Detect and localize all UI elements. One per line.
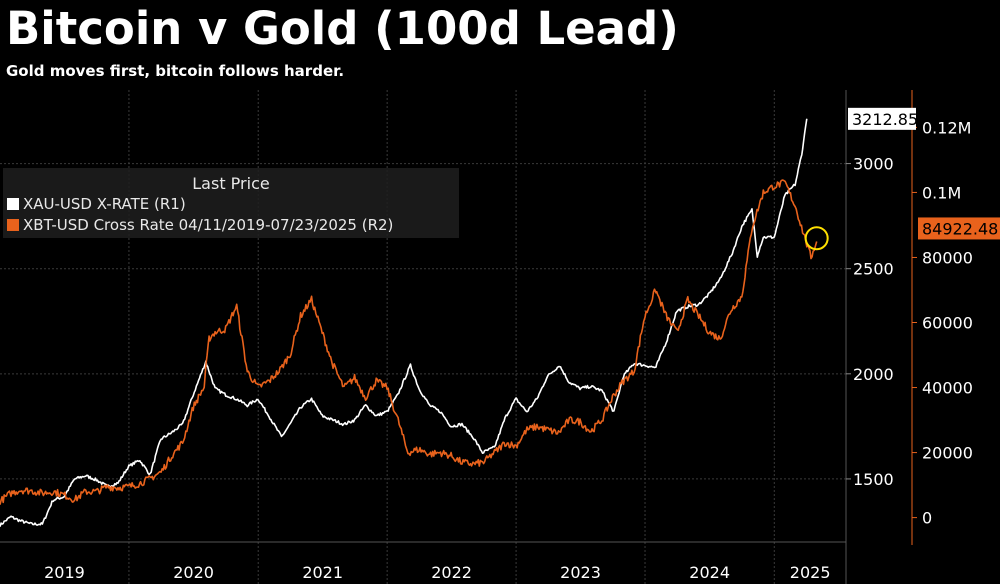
r1-tick-label: 2500 bbox=[853, 260, 894, 279]
chart-title: Bitcoin v Gold (100d Lead) bbox=[6, 2, 679, 55]
chart-subtitle: Gold moves first, bitcoin follows harder… bbox=[6, 62, 345, 80]
series-lines bbox=[0, 118, 818, 527]
x-tick-label: 2022 bbox=[431, 563, 472, 582]
last-price-box-gold bbox=[848, 107, 916, 130]
x-tick-label: 2019 bbox=[44, 563, 85, 582]
annotation-circle bbox=[804, 226, 829, 251]
legend: Last Price XAU-USD X-RATE (R1) XBT-USD C… bbox=[3, 168, 459, 238]
legend-title: Last Price bbox=[192, 174, 270, 193]
legend-label-gold: XAU-USD X-RATE (R1) bbox=[23, 195, 186, 213]
r2-tick-label: 20000 bbox=[922, 444, 973, 463]
legend-swatch-bitcoin bbox=[7, 219, 19, 231]
legend-item-bitcoin: XBT-USD Cross Rate 04/11/2019-07/23/2025… bbox=[7, 216, 393, 234]
x-tick-label: 2020 bbox=[173, 563, 214, 582]
legend-item-gold: XAU-USD X-RATE (R1) bbox=[7, 195, 186, 213]
series-line-bitcoin bbox=[0, 179, 818, 505]
r2-tick-label: 40000 bbox=[922, 379, 973, 398]
last-price-box-bitcoin bbox=[918, 217, 1000, 240]
last-price-label-gold: 3212.85 bbox=[852, 110, 918, 129]
r1-tick-label: 3000 bbox=[853, 155, 894, 174]
legend-label-bitcoin: XBT-USD Cross Rate 04/11/2019-07/23/2025… bbox=[23, 216, 394, 234]
x-tick-label: 2025 bbox=[790, 563, 831, 582]
x-tick-label: 2023 bbox=[560, 563, 601, 582]
last-price-labels: 3212.85 84922.48 bbox=[848, 107, 1000, 240]
r1-tick-label: 2000 bbox=[853, 365, 894, 384]
x-tick-label: 2021 bbox=[302, 563, 343, 582]
r2-tick-label: 0.12M bbox=[922, 118, 971, 137]
r2-tick-label: 0 bbox=[922, 509, 932, 528]
x-tick-label: 2024 bbox=[689, 563, 730, 582]
axes: 1500 2000 2500 3000 0 20000 40000 60000 80000 0.1… bbox=[0, 90, 973, 584]
gridlines bbox=[0, 90, 846, 584]
r2-tick-label: 0.1M bbox=[922, 183, 961, 202]
r2-tick-label: 60000 bbox=[922, 314, 973, 333]
r2-tick-label: 80000 bbox=[922, 248, 973, 267]
legend-swatch-gold bbox=[7, 198, 19, 210]
annotations bbox=[804, 226, 829, 251]
r1-tick-label: 1500 bbox=[853, 470, 894, 489]
last-price-label-bitcoin: 84922.48 bbox=[922, 219, 998, 238]
